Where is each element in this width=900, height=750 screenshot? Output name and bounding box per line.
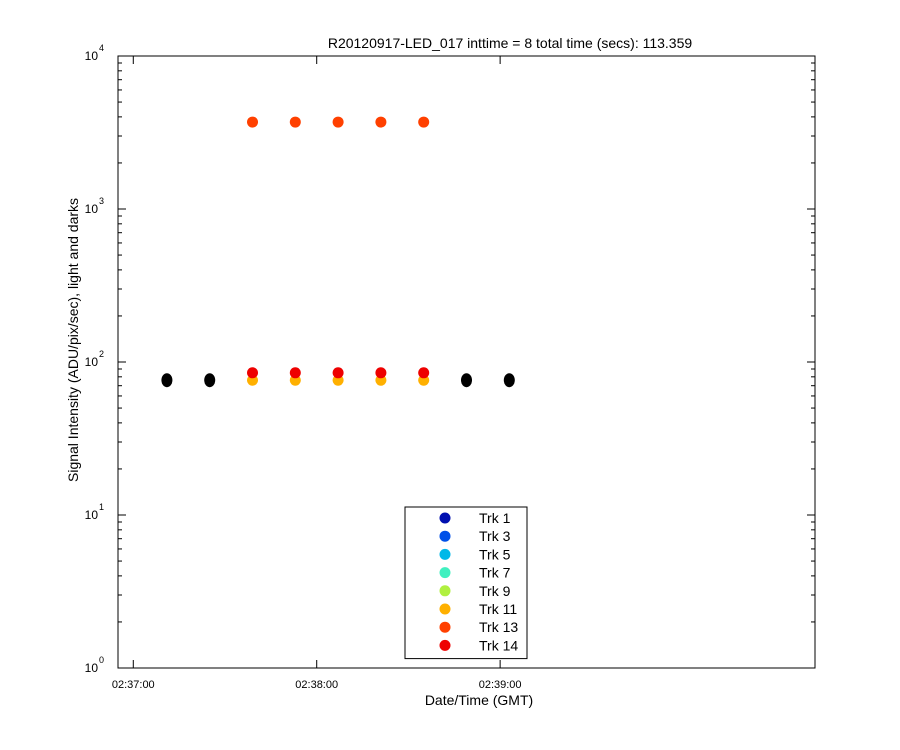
x-axis-label: Date/Time (GMT)	[425, 692, 533, 708]
point-trk-14	[247, 367, 259, 379]
dark-point	[461, 373, 472, 388]
legend-label: Trk 3	[479, 528, 511, 544]
legend-marker	[439, 512, 451, 524]
point-trk-14	[289, 367, 301, 379]
x-tick-label: 02:38:00	[295, 679, 338, 691]
point-trk-13	[332, 116, 344, 128]
y-tick-exponent: 1	[99, 502, 104, 512]
point-trk-13	[418, 116, 430, 128]
dark-point	[204, 373, 216, 388]
legend-label: Trk 9	[479, 583, 511, 599]
point-trk-13	[289, 116, 301, 128]
y-tick-exponent: 0	[99, 655, 104, 665]
legend-label: Trk 11	[479, 601, 517, 617]
legend-label: Trk 14	[479, 637, 518, 653]
y-axis-label: Signal Intensity (ADU/pix/sec), light an…	[65, 198, 81, 482]
y-tick-exponent: 4	[99, 43, 104, 53]
point-trk-14	[375, 367, 387, 379]
point-trk-13	[247, 116, 259, 128]
y-tick-label: 10	[85, 661, 99, 675]
legend-label: Trk 13	[479, 619, 518, 635]
legend-label: Trk 7	[479, 565, 511, 581]
legend-label: Trk 1	[479, 510, 511, 526]
legend-marker	[439, 530, 451, 542]
legend-marker	[439, 603, 451, 615]
legend-box	[404, 506, 528, 660]
point-trk-13	[375, 116, 387, 128]
legend-marker	[439, 621, 451, 633]
legend: Trk 1 Trk 3 Trk 5 Trk 7 Trk 9 Trk 11 Trk 13 Trk…	[404, 506, 528, 660]
point-trk-14	[332, 367, 344, 379]
legend-marker	[439, 639, 451, 651]
y-tick-label: 10	[85, 49, 99, 63]
y-tick-exponent: 3	[99, 196, 104, 206]
point-trk-14	[418, 367, 430, 379]
y-tick-label: 10	[85, 202, 99, 216]
y-tick-label: 10	[85, 508, 99, 522]
x-tick-label: 02:39:00	[479, 679, 522, 691]
legend-marker	[439, 548, 451, 560]
legend-marker	[439, 567, 451, 579]
chart-title: R20120917-LED_017 inttime = 8 total time…	[328, 35, 693, 51]
y-tick-exponent: 2	[99, 349, 104, 359]
x-tick-label: 02:37:00	[112, 679, 155, 691]
dark-point	[161, 373, 173, 388]
dark-point	[503, 373, 515, 388]
data-points	[161, 116, 515, 388]
legend-marker	[439, 585, 451, 597]
y-tick-label: 10	[85, 355, 99, 369]
legend-label: Trk 5	[479, 546, 511, 562]
